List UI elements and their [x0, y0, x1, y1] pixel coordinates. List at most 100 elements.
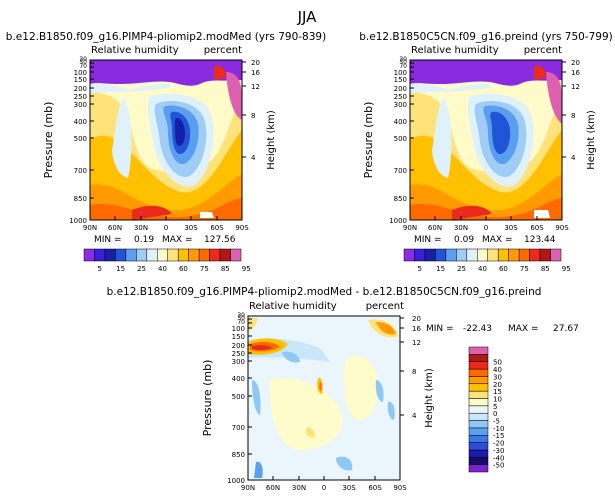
panel-c-colorbar-box	[468, 464, 489, 473]
panel-b-colorbar-box	[466, 248, 478, 262]
panel-c-colorbar-label: 30	[493, 373, 502, 381]
panel-c-ytick: 500	[232, 393, 245, 401]
panel-a-colorbar-box	[83, 248, 95, 262]
panel-c-right-label: percent	[366, 301, 404, 312]
panel-a-colorbar-box	[115, 248, 127, 262]
panel-b-colorbar-box	[456, 248, 468, 262]
panel-a-y2tick: 12	[251, 83, 260, 91]
panel-b-max-value: 123.44	[524, 235, 556, 245]
panel-b-y2label: Height (km)	[586, 110, 597, 170]
panel-c-xtick: 30S	[342, 484, 356, 492]
panel-a-y2tick: 16	[251, 69, 260, 77]
panel-c-colorbar-box	[468, 346, 489, 355]
panel-a-right-label: percent	[204, 45, 242, 56]
panel-a-colorbar-label: 5	[97, 265, 101, 273]
panel-b-max-label: MAX =	[482, 235, 513, 245]
panel-b-y2tick: 12	[571, 83, 580, 91]
panel-a: b.e12.B1850.f09_g16.PIMP4-pliomip2.modMe…	[6, 31, 326, 273]
panel-a-xaxis: 90N 60N 30N 0 30S 60S 90S	[83, 216, 249, 232]
panel-a-colorbar-label: 75	[200, 265, 209, 273]
panel-a-max-label: MAX =	[162, 235, 193, 245]
panel-a-colorbar-box	[125, 248, 137, 262]
panel-b-colorbar-box	[414, 248, 426, 262]
panel-a-min-value: 0.19	[134, 235, 154, 245]
panel-b-colorbar-box	[435, 248, 447, 262]
panel-b-colorbar-box	[477, 248, 488, 262]
panel-c-ylabel: Pressure (mb)	[201, 360, 214, 437]
panel-c-colorbar-box	[468, 368, 489, 377]
panel-b-y2tick: 4	[571, 154, 576, 162]
panel-a-ytick: 30	[79, 56, 87, 63]
panel-c-colorbar-box	[468, 376, 489, 385]
panel-c-colorbar-label: 0	[493, 410, 497, 418]
panel-a-colorbar-box	[104, 248, 116, 262]
panel-c-colorbar-box	[468, 383, 489, 392]
panel-b-colorbar-label: 60	[499, 265, 508, 273]
panel-a-y2label: Height (km)	[266, 110, 277, 170]
panel-b-ytick: 400	[394, 118, 407, 126]
panel-c-ytick: 150	[232, 333, 245, 341]
panel-a-ytick: 200	[74, 85, 87, 93]
panel-a-xtick: 90N	[83, 224, 97, 232]
panel-a-colorbar-box	[198, 248, 210, 262]
panel-a-ytick: 500	[74, 135, 87, 143]
panel-b-xaxis: 90N 60N 30N 0 30S 60S 90S	[403, 216, 569, 232]
panel-c-y2tick: 4	[412, 412, 417, 420]
panel-b-colorbar-box	[497, 248, 509, 262]
panel-c-y2tick: 16	[412, 325, 421, 333]
panel-c-xtick: 60N	[266, 484, 280, 492]
panel-c-colorbar-label: 15	[493, 388, 502, 396]
panel-a-colorbar-box	[219, 248, 231, 262]
panel-b-colorbar-box	[445, 248, 457, 262]
panel-b-colorbar-box	[508, 248, 520, 262]
panel-c-colorbar-label: -10	[493, 425, 504, 433]
panel-c-colorbar-box	[468, 457, 489, 465]
panel-c-colorbar-label: -5	[493, 418, 500, 426]
panel-b-ytick: 30	[399, 56, 407, 63]
panel-c-ytick: 300	[232, 358, 245, 366]
panel-c-colorbar-label: 5	[493, 403, 497, 411]
panel-a-xtick: 30N	[134, 224, 148, 232]
panel-c-colorbar-label: -50	[493, 462, 504, 470]
panel-a-colorbar-label: 15	[116, 265, 125, 273]
panel-a-ytick: 300	[74, 101, 87, 109]
panel-a-ytick: 700	[74, 167, 87, 175]
panel-b-colorbar-box	[529, 248, 541, 262]
panel-a-y2tick: 8	[251, 112, 255, 120]
panel-b-xtick: 60N	[428, 224, 442, 232]
panel-a-colorbar-box	[230, 248, 242, 262]
panel-b-min-label: MIN =	[414, 235, 442, 245]
panel-c-ytick: 200	[232, 342, 245, 350]
panel-b-colorbar-label: 25	[457, 265, 466, 273]
panel-a-colorbar-box	[209, 248, 221, 262]
panel-b-ytick: 850	[394, 195, 407, 203]
panel-c-colorbar-box	[468, 412, 489, 421]
panel-c-ytick: 700	[232, 424, 245, 432]
panel-b-ytick: 100	[394, 69, 407, 77]
panel-c-colorbar-box	[468, 354, 489, 362]
panel-a-colorbar-label: 85	[221, 265, 230, 273]
panel-a-colorbar-box	[188, 248, 200, 262]
panel-a-xtick: 60N	[108, 224, 122, 232]
panel-b-y2axis: 4 8 12 16 20	[562, 59, 580, 162]
panel-c-colorbar-label: -15	[493, 432, 504, 440]
panel-b: b.e12.B1850C5CN.f09_g16.preind (yrs 750-…	[359, 31, 612, 273]
panel-a-colorbar-box	[146, 248, 158, 262]
panel-c-ytick: 850	[232, 451, 245, 459]
panel-b-title: b.e12.B1850C5CN.f09_g16.preind (yrs 750-…	[359, 31, 612, 43]
panel-c-xaxis: 90N 60N 30N 0 30S 60S 90S	[241, 476, 407, 492]
panel-a-ytick: 850	[74, 195, 87, 203]
panel-c-xtick: 30N	[292, 484, 306, 492]
panel-c-ytick: 400	[232, 375, 245, 383]
panel-c-colorbar-label: 50	[493, 359, 502, 367]
panel-b-ytick: 70	[399, 63, 407, 70]
panel-b-ytick: 200	[394, 85, 407, 93]
panel-b-xtick: 90N	[403, 224, 417, 232]
panel-b-ytick: 500	[394, 135, 407, 143]
panel-a-colorbar-box	[136, 248, 148, 262]
panel-c-colorbar-box	[468, 427, 489, 436]
panel-c-ytick: 30	[237, 312, 245, 319]
panel-b-right-label: percent	[524, 45, 562, 56]
panel-b-ytick: 1000	[389, 217, 407, 225]
panel-c-yaxis: 1000 850 700 500 400 300 250 200 150 100…	[227, 312, 252, 485]
